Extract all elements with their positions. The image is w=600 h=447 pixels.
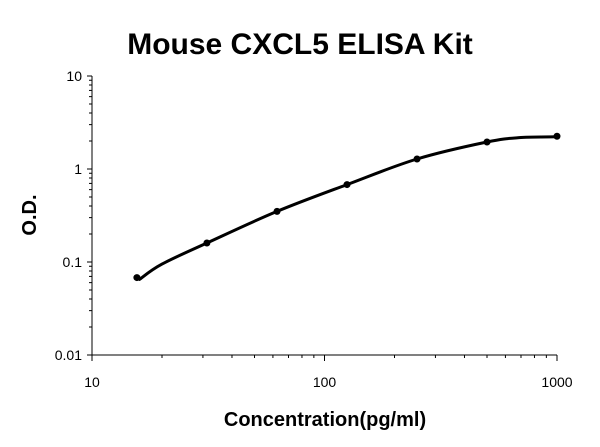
x-minor-ticks xyxy=(161,355,547,358)
y-tick-label: 0.01 xyxy=(55,347,82,363)
y-axis-title: O.D. xyxy=(19,194,41,235)
plot-area: 0.01 0.1 1 10 10 100 1000 xyxy=(55,68,573,390)
data-point xyxy=(413,155,421,163)
x-tick-label: 100 xyxy=(313,374,337,390)
y-ticks: 0.01 0.1 1 10 xyxy=(55,68,92,363)
data-point xyxy=(483,138,491,146)
fit-curve-line xyxy=(138,135,559,281)
data-point xyxy=(273,207,281,215)
data-point xyxy=(133,274,141,282)
y-tick-label: 0.1 xyxy=(63,254,83,270)
y-minor-ticks xyxy=(89,79,92,328)
x-axis-title: Concentration(pg/ml) xyxy=(224,409,426,431)
x-ticks: 10 100 1000 xyxy=(84,355,573,390)
y-tick-label: 10 xyxy=(66,68,82,84)
data-points xyxy=(133,132,561,282)
y-tick-label: 1 xyxy=(74,161,82,177)
data-point xyxy=(203,239,211,247)
x-tick-label: 10 xyxy=(84,374,100,390)
x-tick-label: 1000 xyxy=(541,374,572,390)
chart-title: Mouse CXCL5 ELISA Kit xyxy=(127,28,473,61)
data-point xyxy=(343,181,351,189)
data-point xyxy=(553,132,561,140)
